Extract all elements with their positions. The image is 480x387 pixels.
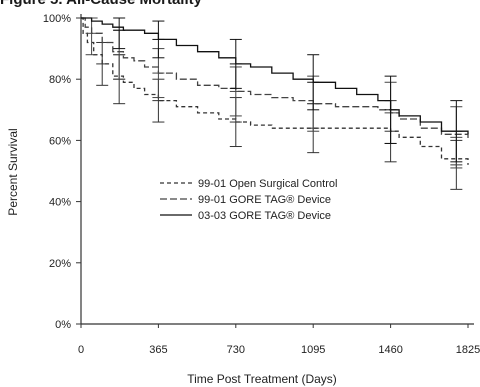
y-tick-label: 100% <box>43 13 71 25</box>
x-tick-label: 1825 <box>456 344 480 356</box>
x-tick-label: 730 <box>227 344 245 356</box>
y-tick-label: 0% <box>55 319 71 331</box>
x-axis-label: Time Post Treatment (Days) <box>187 372 337 386</box>
legend-label: 99-01 Open Surgical Control <box>198 178 337 190</box>
y-tick-label: 80% <box>49 74 71 86</box>
x-tick-label: 1460 <box>378 344 402 356</box>
x-tick-label: 1095 <box>301 344 325 356</box>
y-axis-label: Percent Survival <box>6 128 20 215</box>
axes: 0% 20% 40% 60% 80% 100% 0 365 730 1095 1460 1825 <box>43 13 480 356</box>
x-tick-label: 365 <box>149 344 167 356</box>
series-line <box>81 17 469 141</box>
y-tick-label: 20% <box>49 258 71 270</box>
x-tick-label: 0 <box>78 344 84 356</box>
series-line <box>81 17 469 135</box>
legend-label: 99-01 GORE TAG® Device <box>198 194 331 206</box>
series-line <box>81 17 469 165</box>
legend: 99-01 Open Surgical Control 99-01 GORE TA… <box>160 178 337 222</box>
y-tick-label: 40% <box>49 197 71 209</box>
series-group <box>81 17 469 190</box>
y-tick-label: 60% <box>49 135 71 147</box>
legend-label: 03-03 GORE TAG® Device <box>198 210 331 222</box>
figure-title: Figure 5. All-Cause Mortality <box>0 0 202 8</box>
